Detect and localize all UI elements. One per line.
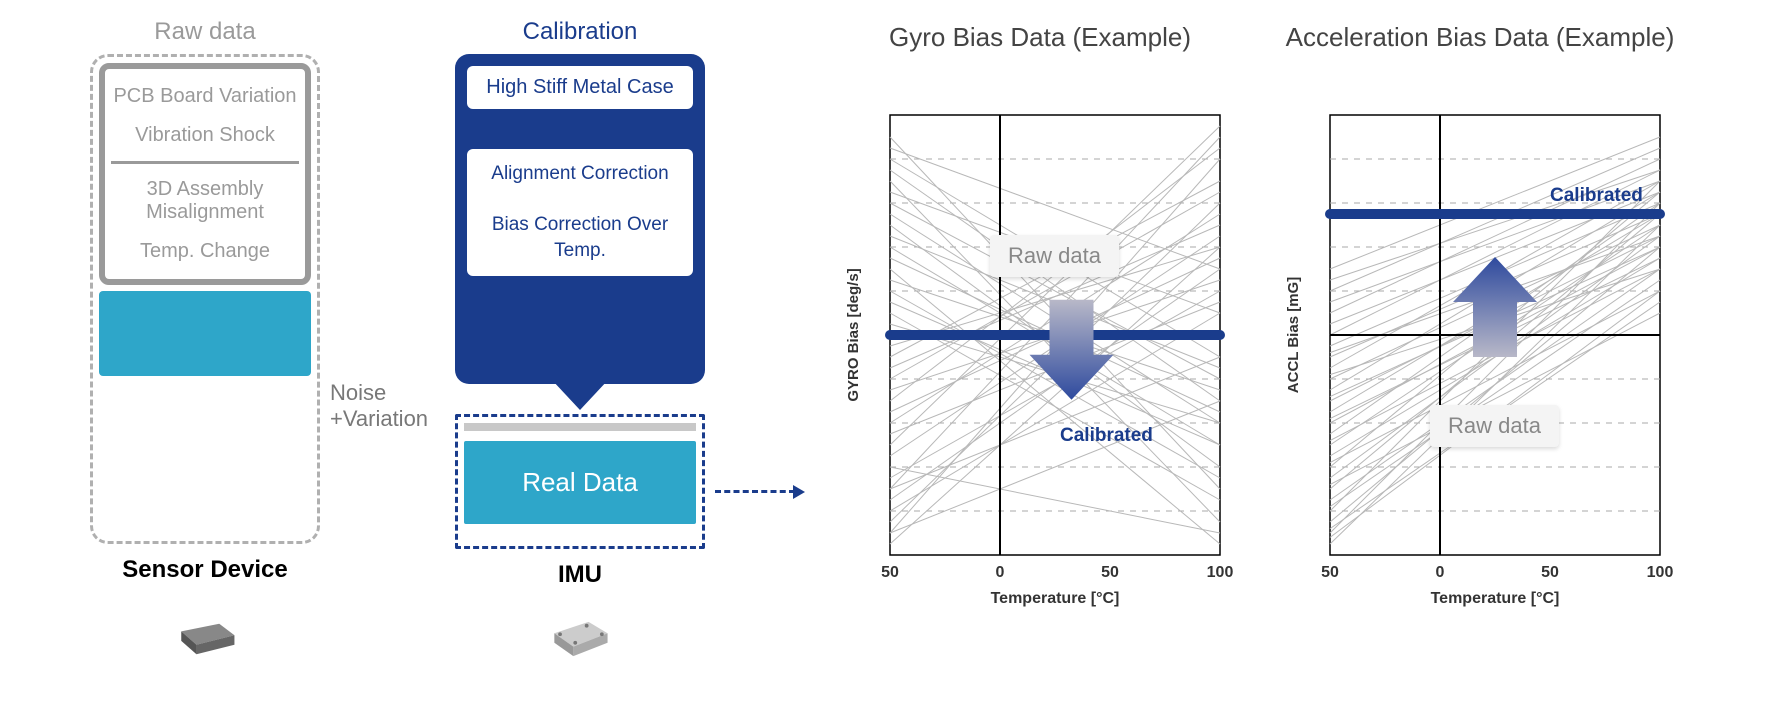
noise-variation-label: Noise +Variation (330, 380, 428, 433)
gyro-bias-chart: 50 0 50 100 Temperature [°C] GYRO Bias [deg/s… (840, 105, 1240, 605)
imu-chip-icon (545, 620, 615, 658)
noise-item: Vibration Shock (111, 116, 299, 155)
accl-bias-chart: 50 0 50 100 Temperature [°C] ACCL Bias [mG] R… (1280, 105, 1680, 605)
real-data-label: Real Data (464, 441, 696, 524)
calibration-box: High Stiff Metal Case Alignment Correcti… (455, 54, 705, 384)
sensor-noise-sources: PCB Board Variation Vibration Shock 3D A… (99, 63, 311, 285)
svg-text:50: 50 (1541, 564, 1559, 581)
real-data-box: Real Data (455, 414, 705, 549)
noise-item: PCB Board Variation (111, 77, 299, 116)
sensor-device-label: Sensor Device (90, 556, 320, 584)
calibration-title: Calibration (455, 18, 705, 46)
sensor-data-block (99, 291, 311, 376)
svg-text:Temperature [°C]: Temperature [°C] (991, 590, 1120, 607)
raw-data-title: Raw data (90, 18, 320, 46)
svg-text:100: 100 (1207, 564, 1234, 581)
raw-data-badge: Raw data (1430, 405, 1559, 447)
noise-item: 3D Assembly Misalignment (111, 170, 299, 232)
svg-text:GYRO Bias [deg/s]: GYRO Bias [deg/s] (845, 268, 862, 401)
down-arrow-icon (552, 380, 608, 410)
svg-text:50: 50 (1321, 564, 1339, 581)
imu-label: IMU (455, 561, 705, 589)
accl-chart-title: Acceleration Bias Data (Example) (1280, 22, 1680, 53)
corrections-label: Alignment Correction Bias Correction Ove… (467, 149, 693, 276)
sensor-dashed-box: PCB Board Variation Vibration Shock 3D A… (90, 54, 320, 544)
gyro-chart-title: Gyro Bias Data (Example) (840, 22, 1240, 53)
svg-text:50: 50 (881, 564, 899, 581)
residual-noise-bar (464, 423, 696, 431)
gyro-chart-svg: 50 0 50 100 Temperature [°C] GYRO Bias [deg/s… (840, 105, 1240, 625)
sensor-device-column: Raw data PCB Board Variation Vibration S… (90, 18, 320, 584)
divider (111, 161, 299, 164)
calibrated-label: Calibrated (1060, 425, 1153, 447)
noise-item: Temp. Change (111, 232, 299, 271)
calibrated-label: Calibrated (1550, 185, 1643, 207)
svg-text:50: 50 (1101, 564, 1119, 581)
svg-text:0: 0 (996, 564, 1005, 581)
svg-text:Temperature [°C]: Temperature [°C] (1431, 590, 1560, 607)
dashed-arrow-icon (715, 490, 795, 493)
svg-text:100: 100 (1647, 564, 1674, 581)
metal-case-label: High Stiff Metal Case (467, 66, 693, 109)
accl-chart-svg: 50 0 50 100 Temperature [°C] ACCL Bias [mG] (1280, 105, 1680, 625)
raw-data-badge: Raw data (990, 235, 1119, 277)
sensor-chip-icon (170, 620, 240, 658)
svg-text:0: 0 (1436, 564, 1445, 581)
imu-column: Calibration High Stiff Metal Case Alignm… (455, 18, 705, 589)
svg-text:ACCL Bias [mG]: ACCL Bias [mG] (1285, 277, 1302, 393)
